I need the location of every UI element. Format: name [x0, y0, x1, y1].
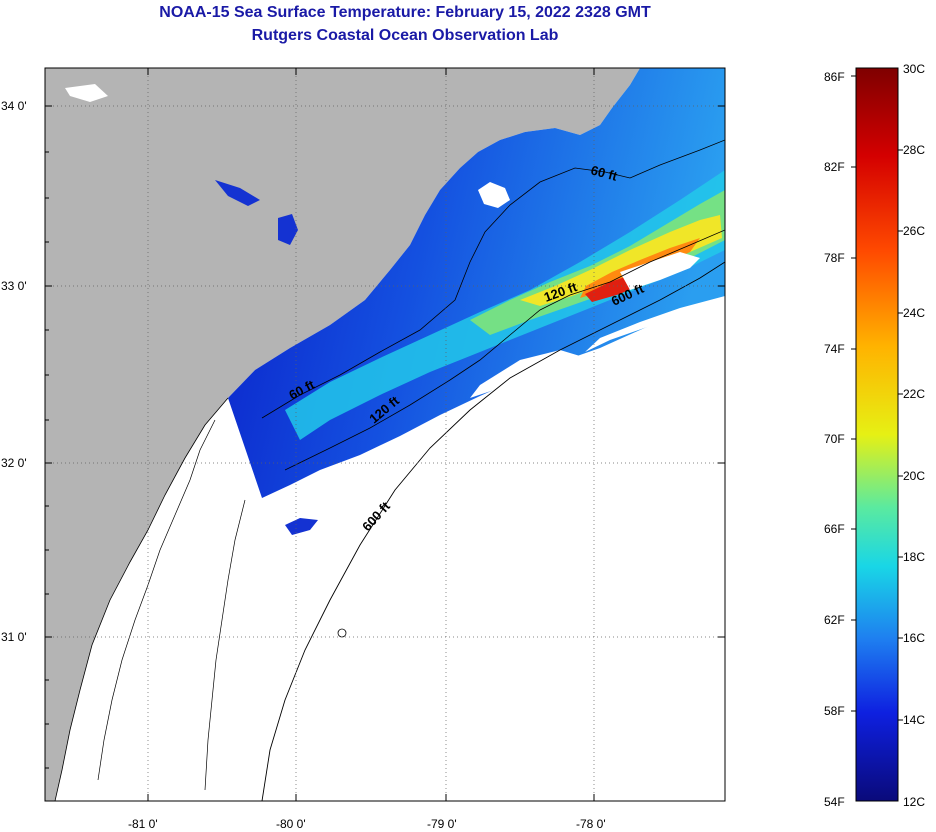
cloud-patch [585, 296, 725, 352]
colorbar-c-label: 16C [903, 631, 926, 645]
estuary-patch [215, 180, 260, 206]
colorbar-f-label: 78F [824, 251, 845, 265]
colorbar-c-label: 28C [903, 143, 926, 157]
contour-60ft [261, 139, 725, 419]
lon-label: -81 0' [128, 817, 158, 831]
colorbar-f-label: 86F [824, 70, 845, 84]
lat-label: 32 0' [1, 456, 27, 470]
contour-600ft [261, 261, 725, 801]
axis-ticks [45, 68, 725, 801]
colorbar-f-label: 74F [824, 342, 845, 356]
colorbar-c-label: 24C [903, 306, 926, 320]
cloud-patch [470, 350, 580, 398]
lat-label: 34 0' [1, 99, 27, 113]
land-mass [45, 68, 640, 801]
cloud-patch [478, 182, 510, 208]
colorbar-f-label: 54F [824, 795, 845, 809]
colorbar-c-label: 12C [903, 795, 926, 809]
colorbar-c-label: 26C [903, 224, 926, 238]
map-frame [44, 67, 726, 802]
colorbar-ticks [851, 75, 903, 721]
cloud-patch [620, 252, 700, 290]
coastline [54, 397, 229, 801]
colorbar-c-label: 20C [903, 469, 926, 483]
lon-label: -78 0' [576, 817, 606, 831]
colorbar-f-label: 82F [824, 160, 845, 174]
sst-band-yellow [520, 215, 722, 306]
estuary-patch [278, 214, 298, 245]
estuary-patch [65, 84, 108, 102]
lon-label: -79 0' [427, 817, 457, 831]
lat-label: 31 0' [1, 630, 27, 644]
lat-label: 33 0' [1, 279, 27, 293]
colorbar-c-label: 14C [903, 713, 926, 727]
colorbar-gradient [855, 67, 899, 802]
graticule [45, 68, 725, 801]
colorbar-f-label: 70F [824, 432, 845, 446]
island-outline [204, 499, 246, 791]
colorbar-f-label: 58F [824, 704, 845, 718]
colorbar-f-label: 66F [824, 522, 845, 536]
map-title: NOAA-15 Sea Surface Temperature: Februar… [159, 4, 651, 21]
colorbar-c-label: 22C [903, 387, 926, 401]
contour-label-60ft: 60 ft [589, 162, 619, 184]
estuary-patch [285, 518, 318, 535]
lon-label: -80 0' [276, 817, 306, 831]
contour-120ft [284, 229, 725, 471]
map-subtitle: Rutgers Coastal Ocean Observation Lab [251, 27, 559, 44]
colorbar-c-label: 30C [903, 62, 926, 76]
colorbar-c-label: 18C [903, 550, 926, 564]
colorbar-f-label: 62F [824, 613, 845, 627]
